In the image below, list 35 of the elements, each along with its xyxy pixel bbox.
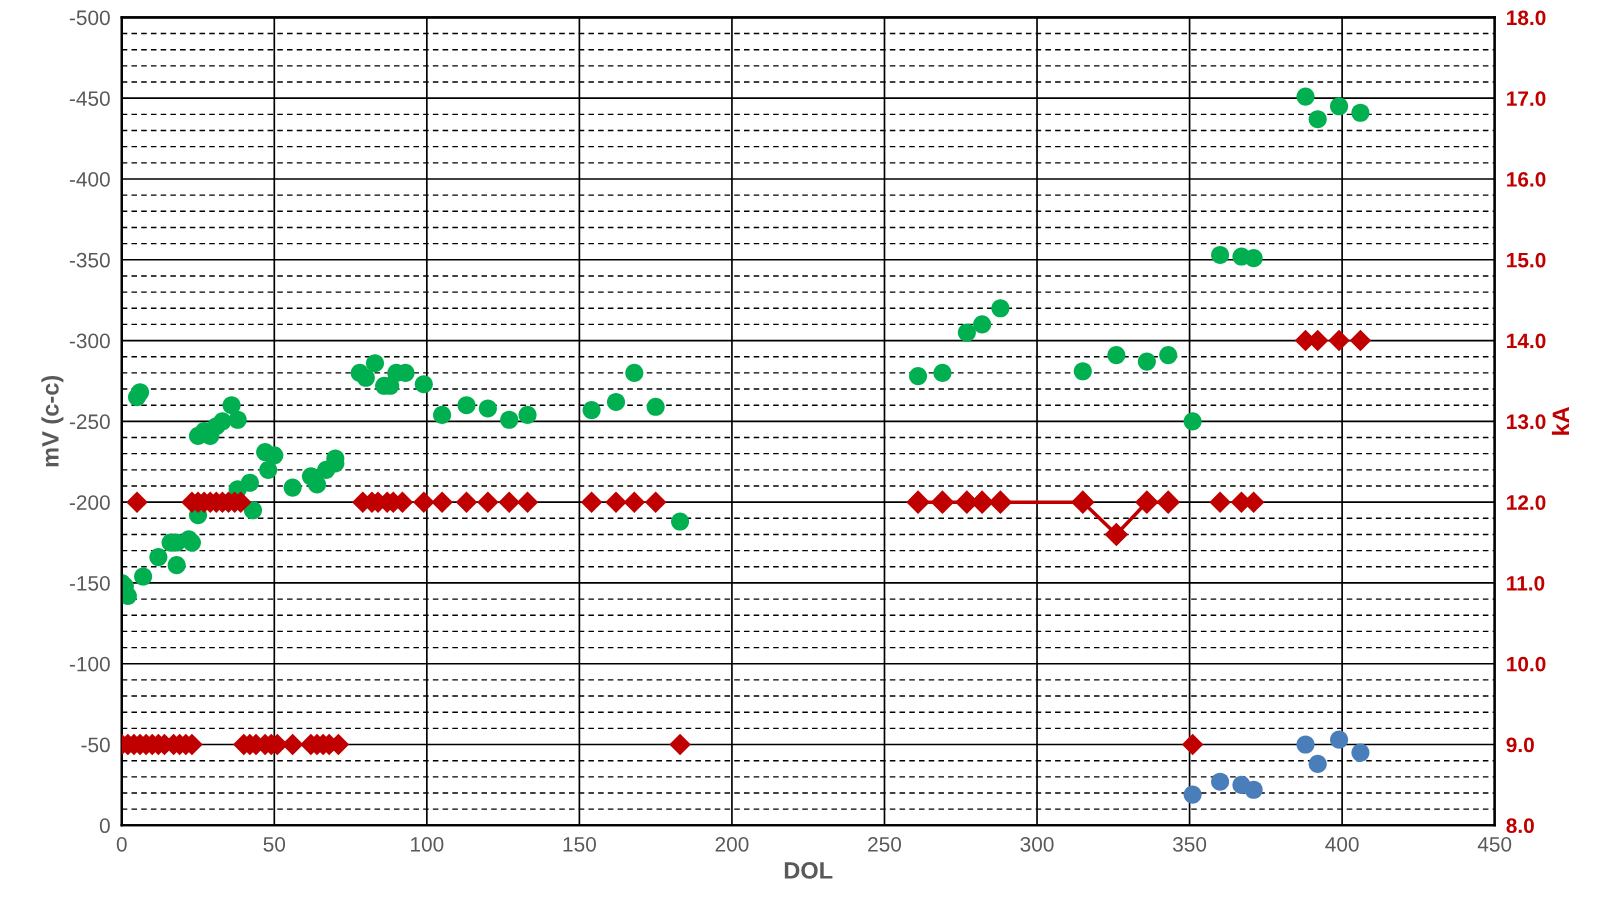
- y2-tick-label: 11.0: [1507, 575, 1545, 591]
- x-tick-label: 300: [1020, 836, 1054, 852]
- y2-tick-label: 16.0: [1507, 171, 1546, 187]
- y-tick-label: -200: [69, 495, 110, 510]
- x-tick-label: 350: [1172, 836, 1207, 852]
- y2-axis-title: kA: [1551, 406, 1569, 435]
- y-tick-label: -100: [69, 656, 110, 672]
- y2-tick-label: 12.0: [1507, 495, 1546, 510]
- y-tick-label: -300: [69, 333, 110, 349]
- y-tick-label: -50: [81, 737, 110, 753]
- x-axis-title: DOL: [784, 862, 833, 879]
- x-tick-label: 0: [116, 836, 127, 852]
- y-tick-label: -450: [69, 91, 110, 106]
- y-tick-label: -350: [69, 252, 110, 268]
- y-tick-label: 0: [99, 818, 110, 834]
- x-tick-label: 150: [563, 836, 596, 852]
- y2-tick-label: 8.0: [1506, 818, 1534, 834]
- y2-tick-label: 10.0: [1507, 656, 1546, 672]
- y2-tick-label: 15.0: [1507, 252, 1546, 268]
- y2-tick-label: 17.0: [1507, 91, 1546, 106]
- y-tick-label: -150: [69, 575, 110, 591]
- x-tick-label: 200: [715, 836, 749, 852]
- x-tick-label: 50: [263, 836, 286, 852]
- x-tick-label: 100: [411, 836, 444, 852]
- y2-tick-label: 14.0: [1507, 333, 1546, 349]
- x-tick-label: 450: [1477, 836, 1512, 852]
- y2-tick-label: 13.0: [1507, 414, 1546, 430]
- y-tick-label: -500: [69, 10, 110, 26]
- x-tick-label: 400: [1325, 836, 1359, 852]
- y-axis-title: mV (c-c): [41, 375, 64, 467]
- y2-tick-label: 9.0: [1506, 737, 1534, 753]
- y2-tick-label: 18.0: [1507, 10, 1546, 26]
- x-tick-label: 250: [868, 836, 902, 852]
- y-tick-label: -250: [69, 414, 110, 430]
- y-tick-label: -400: [69, 171, 110, 187]
